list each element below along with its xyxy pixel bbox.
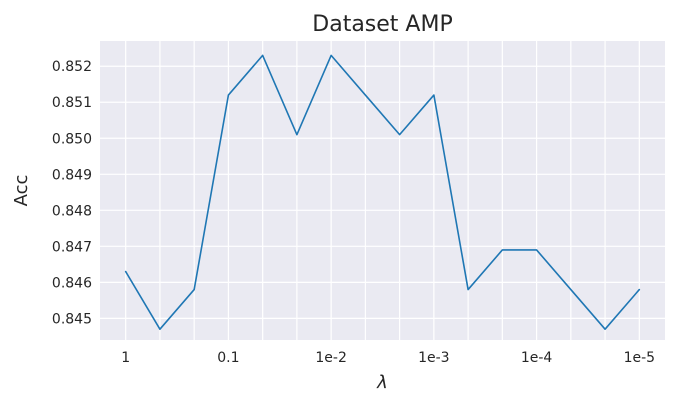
x-tick-label: 1e-4 xyxy=(521,350,553,366)
y-tick-label: 0.851 xyxy=(52,95,92,111)
y-axis-title: Acc xyxy=(11,175,32,207)
series-line xyxy=(124,54,641,330)
y-tick-label: 0.850 xyxy=(52,131,92,147)
y-grid xyxy=(100,65,665,319)
y-tick-label: 0.846 xyxy=(52,275,92,291)
y-tick-label: 0.852 xyxy=(52,59,92,75)
chart-title: Dataset AMP xyxy=(312,12,452,37)
x-axis-ticks: 1 0.1 1e-2 1e-3 1e-4 1e-5 xyxy=(121,350,655,366)
x-tick-label: 1 xyxy=(121,350,130,366)
x-tick-label: 1e-3 xyxy=(418,350,449,366)
x-tick-label: 0.1 xyxy=(217,350,239,366)
x-tick-label: 1e-2 xyxy=(315,350,346,366)
y-tick-label: 0.845 xyxy=(52,311,92,327)
y-tick-label: 0.847 xyxy=(52,239,92,255)
y-axis-ticks: 0.845 0.846 0.847 0.848 0.849 0.850 0.851 0.852 xyxy=(52,59,92,327)
plot-area xyxy=(100,41,665,340)
y-tick-label: 0.849 xyxy=(52,167,92,183)
x-axis-title: λ xyxy=(376,372,388,393)
x-tick-label: 1e-5 xyxy=(624,350,655,366)
y-tick-label: 0.848 xyxy=(52,203,92,219)
